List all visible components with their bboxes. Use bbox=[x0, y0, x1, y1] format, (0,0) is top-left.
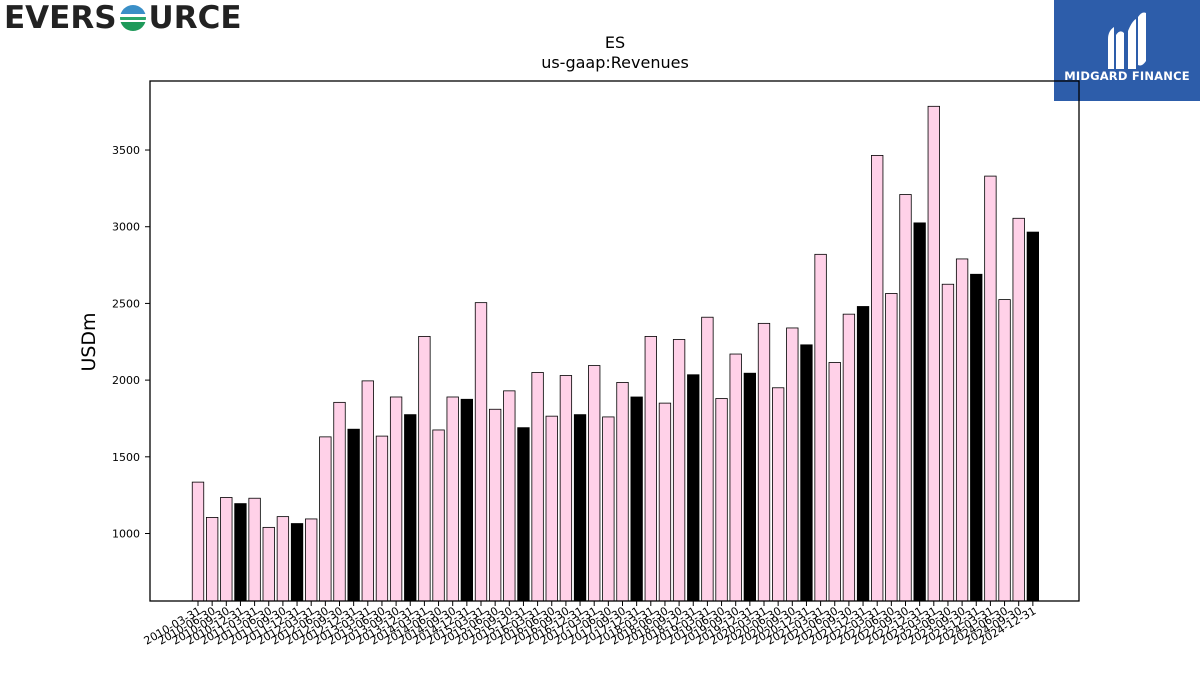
bar-2022-06-30 bbox=[885, 293, 898, 602]
bar-2014-12-31 bbox=[460, 398, 474, 602]
midgard-m-icon bbox=[1108, 12, 1146, 69]
bar-2016-06-30 bbox=[545, 415, 558, 602]
bar-2020-12-31 bbox=[800, 344, 813, 602]
y-tick-label: 2000 bbox=[112, 374, 140, 387]
bar-2019-12-31 bbox=[743, 372, 756, 602]
bar-2013-06-30 bbox=[375, 435, 389, 602]
bar-2022-09-30 bbox=[899, 194, 912, 602]
bar-2024-06-30 bbox=[998, 299, 1011, 602]
bar-2017-12-31 bbox=[630, 396, 643, 602]
bar-2013-09-30 bbox=[389, 396, 403, 602]
bar-2015-06-30 bbox=[488, 408, 502, 602]
midgard-finance-label: MIDGARD FINANCE bbox=[1064, 69, 1190, 83]
bar-2018-09-30 bbox=[672, 339, 686, 602]
bar-2013-12-31 bbox=[404, 414, 417, 602]
bar-2023-06-30 bbox=[941, 283, 955, 602]
bar-2021-03-31 bbox=[814, 253, 827, 602]
bar-2024-12-31 bbox=[1026, 231, 1039, 602]
x-axis: 2010-03-312010-06-302010-09-302010-12-31… bbox=[142, 601, 1038, 648]
chart-subtitle: us-gaap:Revenues bbox=[541, 53, 689, 72]
bar-2018-03-31 bbox=[644, 335, 657, 602]
y-tick-label: 3500 bbox=[112, 144, 140, 157]
y-tick-label: 1500 bbox=[112, 451, 140, 464]
bar-2011-03-31 bbox=[248, 497, 261, 602]
bar-2020-06-30 bbox=[772, 387, 785, 602]
bar-2010-09-30 bbox=[220, 497, 233, 602]
bar-2011-06-30 bbox=[262, 526, 275, 602]
bar-2020-03-31 bbox=[757, 322, 771, 602]
bar-2017-09-30 bbox=[616, 382, 629, 602]
bar-2012-03-31 bbox=[305, 518, 318, 602]
bar-2021-09-30 bbox=[842, 313, 856, 602]
bar-2015-09-30 bbox=[503, 390, 516, 602]
bar-2024-03-31 bbox=[984, 175, 997, 602]
bar-2014-03-31 bbox=[418, 335, 431, 602]
chart-title: ES bbox=[605, 33, 625, 52]
plot-frame bbox=[149, 80, 1080, 602]
midgard-finance-logo: MIDGARD FINANCE bbox=[1054, 0, 1200, 101]
bar-2020-09-30 bbox=[786, 327, 799, 602]
bar-2010-12-31 bbox=[234, 503, 247, 602]
y-tick-label: 1000 bbox=[112, 528, 140, 541]
bar-2023-09-30 bbox=[955, 258, 969, 602]
y-axis: 1000 1500 2000 2500 3000 3500 bbox=[112, 144, 150, 541]
bar-2018-06-30 bbox=[658, 402, 672, 602]
bar-2011-09-30 bbox=[276, 516, 290, 602]
y-axis-label: USDm bbox=[78, 312, 100, 371]
bar-2021-06-30 bbox=[828, 362, 841, 602]
bar-2024-09-30 bbox=[1012, 217, 1025, 602]
bar-2014-06-30 bbox=[432, 429, 445, 602]
bar-2010-03-31 bbox=[191, 481, 205, 602]
bar-2017-03-31 bbox=[588, 365, 601, 602]
bar-2016-09-30 bbox=[559, 375, 573, 602]
bar-2010-06-30 bbox=[205, 517, 219, 602]
bars-group bbox=[191, 105, 1039, 602]
bar-2023-12-31 bbox=[970, 273, 983, 602]
bar-2022-12-31 bbox=[913, 222, 926, 602]
bar-2016-12-31 bbox=[573, 414, 587, 602]
y-tick-label: 2500 bbox=[112, 297, 140, 310]
bar-2013-03-31 bbox=[361, 380, 374, 602]
bar-2015-12-31 bbox=[517, 427, 530, 602]
bar-2016-03-31 bbox=[531, 372, 544, 602]
bar-2012-12-31 bbox=[347, 428, 360, 602]
bar-2018-12-31 bbox=[687, 374, 700, 602]
bar-2012-09-30 bbox=[333, 401, 346, 602]
eversource-logo-prefix: EVERS bbox=[4, 0, 117, 36]
bar-2021-12-31 bbox=[856, 306, 870, 602]
bar-2019-09-30 bbox=[729, 353, 742, 602]
eversource-logo: EVERS URCE bbox=[4, 0, 242, 36]
bar-2014-09-30 bbox=[446, 396, 459, 602]
eversource-logo-suffix: URCE bbox=[148, 0, 242, 36]
bar-2015-03-31 bbox=[474, 302, 488, 602]
y-tick-label: 3000 bbox=[112, 221, 140, 234]
bar-2023-03-31 bbox=[927, 105, 940, 602]
bar-2022-03-31 bbox=[871, 154, 884, 602]
bar-2019-03-31 bbox=[701, 316, 714, 602]
bar-2017-06-30 bbox=[602, 416, 615, 602]
bar-2012-06-30 bbox=[319, 436, 332, 602]
bar-2019-06-30 bbox=[715, 398, 728, 602]
eversource-globe-icon bbox=[119, 5, 146, 31]
bar-2011-12-31 bbox=[290, 523, 304, 602]
